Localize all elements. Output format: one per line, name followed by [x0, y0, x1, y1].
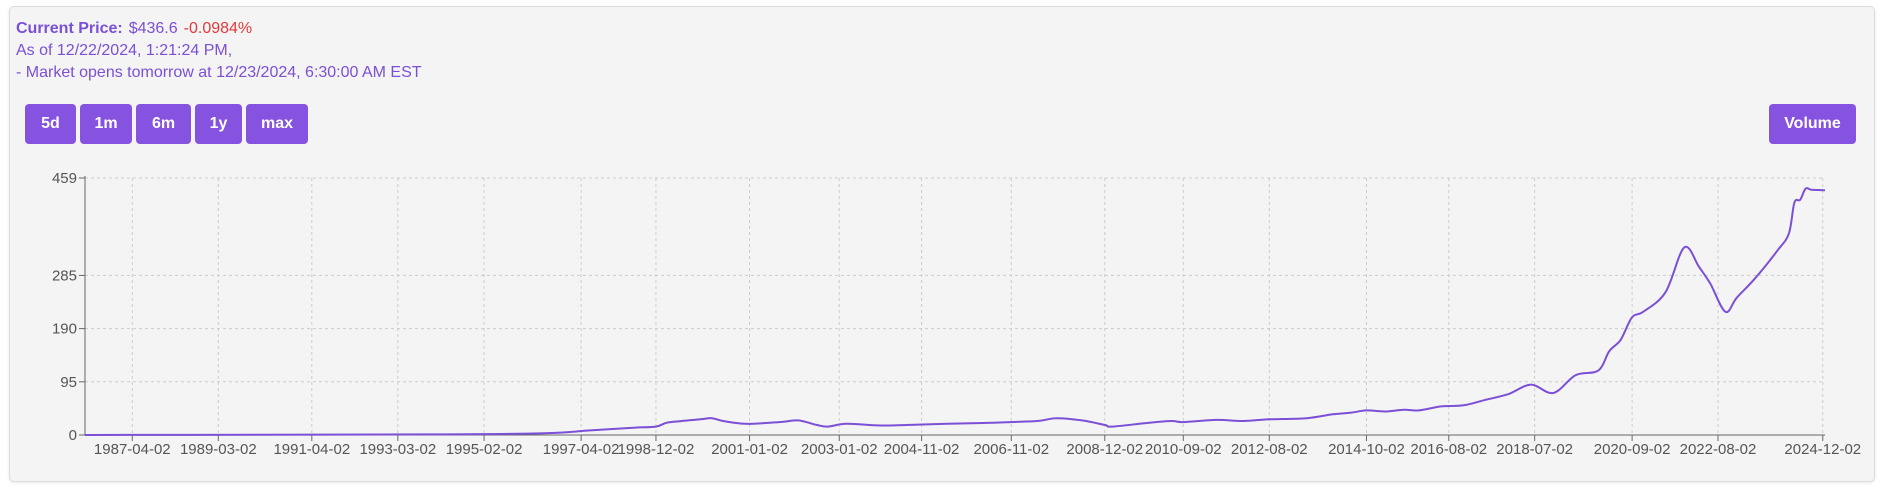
range-1y-button[interactable]: 1y — [195, 104, 242, 144]
x-tick-label: 2014-10-02 — [1328, 441, 1405, 458]
as-of-timestamp: As of 12/22/2024, 1:21:24 PM, — [16, 42, 233, 59]
y-tick-label: 95 — [60, 374, 77, 391]
x-tick-label: 2022-08-02 — [1680, 441, 1757, 458]
x-tick-label: 2004-11-02 — [884, 441, 960, 458]
x-tick-label: 2001-01-02 — [711, 441, 788, 458]
x-axis-ticks: 1987-04-02 1989-03-02 1991-04-02 1993-03-02… — [94, 441, 1861, 458]
x-tick-label: 1998-12-02 — [618, 441, 695, 458]
price-line: Current Price: $436.6 -0.0984% — [16, 18, 422, 40]
market-status: - Market opens tomorrow at 12/23/2024, 6… — [16, 64, 422, 81]
x-tick-label: 2008-12-02 — [1066, 441, 1143, 458]
chart-grid — [85, 177, 1825, 435]
x-tick-label: 2016-08-02 — [1410, 441, 1487, 458]
y-axis-ticks: 0 95 190 285 459 — [52, 170, 77, 444]
range-1m-button[interactable]: 1m — [80, 104, 132, 144]
current-price-label: Current Price: — [16, 20, 123, 37]
x-tick-label: 2024-12-02 — [1784, 441, 1861, 458]
range-max-button[interactable]: max — [246, 104, 308, 144]
x-tick-label: 1989-03-02 — [180, 441, 257, 458]
x-tick-label: 2006-11-02 — [973, 441, 1049, 458]
range-5d-button[interactable]: 5d — [25, 104, 76, 144]
x-tick-label: 2010-09-02 — [1145, 441, 1222, 458]
price-info: Current Price: $436.6 -0.0984% As of 12/22… — [16, 18, 422, 84]
price-change: -0.0984% — [183, 20, 253, 37]
x-tick-label: 2018-07-02 — [1496, 441, 1573, 458]
y-tick-label: 0 — [69, 427, 77, 444]
x-tick-label: 2012-08-02 — [1231, 441, 1308, 458]
y-tick-label: 285 — [52, 267, 77, 284]
x-tick-label: 2003-01-02 — [801, 441, 878, 458]
stock-chart-card — [9, 6, 1875, 482]
x-tick-label: 1993-03-02 — [359, 441, 436, 458]
range-6m-button[interactable]: 6m — [136, 104, 191, 144]
x-tick-label: 1991-04-02 — [273, 441, 350, 458]
x-tick-label: 1997-04-02 — [543, 441, 620, 458]
price-series-line — [84, 187, 1826, 436]
x-tick-label: 1987-04-02 — [94, 441, 171, 458]
y-tick-label: 190 — [52, 321, 77, 338]
x-tick-label: 1995-02-02 — [446, 441, 523, 458]
y-tick-label: 459 — [52, 170, 77, 187]
current-price-value: $436.6 — [128, 20, 178, 37]
chart-axes — [79, 176, 1825, 441]
volume-button[interactable]: Volume — [1769, 104, 1856, 144]
x-tick-label: 2020-09-02 — [1594, 441, 1671, 458]
